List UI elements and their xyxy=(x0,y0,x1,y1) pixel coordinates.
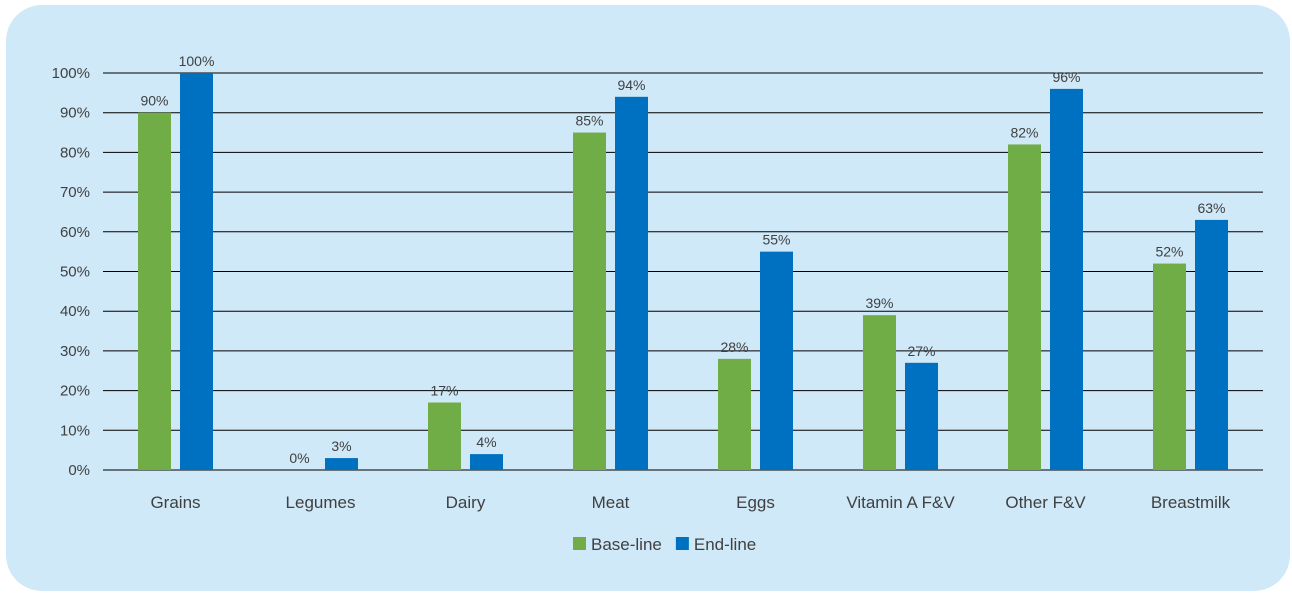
y-tick-label: 0% xyxy=(68,462,90,479)
data-label: 17% xyxy=(430,383,458,399)
y-tick-label: 20% xyxy=(60,383,90,400)
bar xyxy=(325,458,358,470)
x-category-label: Eggs xyxy=(736,493,775,512)
data-label: 63% xyxy=(1197,200,1225,216)
bar xyxy=(905,362,938,470)
legend: Base-line End-line xyxy=(573,535,756,554)
data-label: 4% xyxy=(476,434,496,450)
legend-swatch xyxy=(573,537,586,550)
y-tick-label: 40% xyxy=(60,303,90,320)
data-label: 90% xyxy=(140,93,168,109)
x-category-label: Grains xyxy=(150,493,200,512)
bar xyxy=(470,454,503,470)
bars xyxy=(138,73,1228,471)
bar xyxy=(718,358,751,470)
legend-swatch xyxy=(675,537,689,550)
bar xyxy=(1195,219,1228,470)
bar xyxy=(428,402,461,470)
data-label: 0% xyxy=(289,450,309,466)
x-axis-categories: Grains Legumes Dairy Meat Eggs Vitamin A F&V O… xyxy=(150,493,1230,512)
data-labels: 90% 100% 0% 3% 17% 4% 85% 94% 28% 55% 39% 27% 82% 96%… xyxy=(140,53,1225,466)
data-label: 96% xyxy=(1052,69,1080,85)
y-tick-label: 60% xyxy=(60,224,90,241)
legend-label: Base-line xyxy=(591,535,662,554)
data-label: 39% xyxy=(865,295,893,311)
y-tick-label: 50% xyxy=(60,264,90,281)
legend-label: End-line xyxy=(694,535,756,554)
gridlines xyxy=(103,72,1263,471)
bar xyxy=(573,132,606,471)
data-label: 28% xyxy=(720,339,748,355)
x-category-label: Other F&V xyxy=(1005,493,1086,512)
y-tick-label: 10% xyxy=(60,422,90,439)
y-tick-label: 30% xyxy=(60,343,90,360)
x-category-label: Breastmilk xyxy=(1151,493,1231,512)
data-label: 52% xyxy=(1155,244,1183,260)
x-category-label: Legumes xyxy=(286,493,356,512)
bar xyxy=(760,251,793,470)
data-label: 82% xyxy=(1010,124,1038,140)
data-label: 55% xyxy=(762,232,790,248)
y-tick-label: 90% xyxy=(60,105,90,122)
x-category-label: Vitamin A F&V xyxy=(846,493,955,512)
y-tick-label: 70% xyxy=(60,184,90,201)
y-tick-label: 100% xyxy=(52,65,90,82)
y-axis-ticks: 0% 10% 20% 30% 40% 50% 60% 70% 80% 90% 100% xyxy=(52,65,90,479)
data-label: 3% xyxy=(331,438,351,454)
data-label: 85% xyxy=(575,113,603,129)
bar xyxy=(1050,88,1083,470)
x-category-label: Dairy xyxy=(446,493,486,512)
y-tick-label: 80% xyxy=(60,144,90,161)
bar xyxy=(1153,263,1186,470)
data-label: 94% xyxy=(617,77,645,93)
bar xyxy=(180,73,213,470)
bar xyxy=(863,315,896,470)
x-category-label: Meat xyxy=(592,493,630,512)
bar xyxy=(138,112,171,470)
bar xyxy=(615,96,648,470)
data-label: 100% xyxy=(179,53,215,69)
data-label: 27% xyxy=(907,343,935,359)
bar xyxy=(1008,144,1041,470)
